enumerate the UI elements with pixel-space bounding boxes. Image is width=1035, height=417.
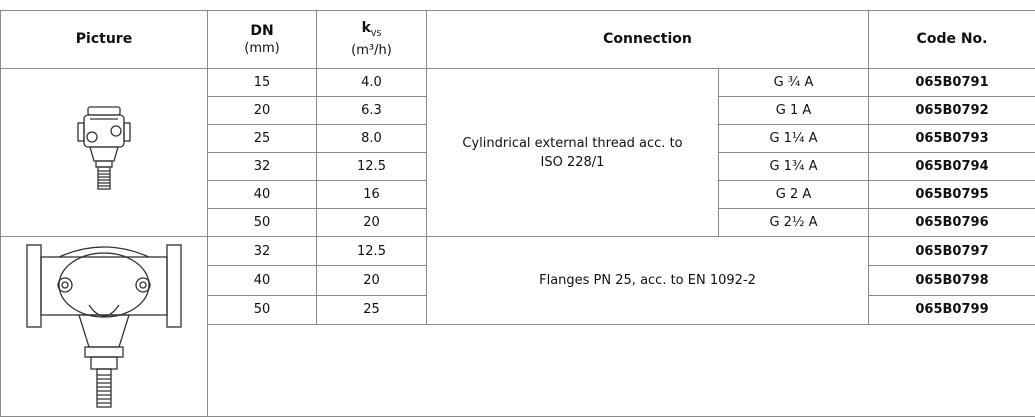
connection-text: Cylindrical external thread acc. to ISO … bbox=[462, 135, 683, 170]
code-cell: 065B0793 bbox=[868, 124, 1035, 153]
dn-cell: 32 bbox=[207, 235, 317, 267]
connection-cell: Flanges PN 25, acc. to EN 1092-2 bbox=[425, 236, 870, 325]
kvs-cell: 20 bbox=[316, 265, 427, 296]
header-code: Code No. bbox=[868, 10, 1035, 69]
table-wrap: Picture DN (mm) kVS (m³/h) Connection Code… bbox=[0, 10, 1035, 417]
empty-cell bbox=[206, 323, 1035, 417]
data-row: 50 20 G 2½ A 065B0796 bbox=[1, 208, 1035, 237]
connection-cell: Cylindrical external thread acc. to ISO … bbox=[426, 68, 719, 237]
code-cell: 065B0792 bbox=[868, 96, 1035, 125]
header-connection: Connection bbox=[425, 10, 870, 69]
code-cell: 065B0794 bbox=[868, 152, 1035, 181]
header-dn: DN (mm) bbox=[207, 10, 317, 69]
kvs-unit: (m³/h) bbox=[351, 42, 392, 58]
data-row: 50 25 065B0799 bbox=[1, 294, 1035, 325]
product-table: Picture DN (mm) kVS (m³/h) Connection Code… bbox=[0, 10, 1035, 417]
data-row: 20 6.3 G 1 A 065B0792 bbox=[1, 96, 1035, 125]
dn-label: DN bbox=[250, 22, 274, 39]
kvs-cell: 8.0 bbox=[316, 124, 427, 153]
thread-cell: G 2 A bbox=[717, 180, 870, 209]
kvs-cell: 12.5 bbox=[316, 152, 427, 181]
thread-cell: G 1¼ A bbox=[717, 124, 870, 153]
code-cell: 065B0799 bbox=[868, 294, 1035, 325]
dn-cell: 32 bbox=[207, 152, 317, 181]
header-kvs: kVS (m³/h) bbox=[316, 10, 427, 69]
dn-cell: 25 bbox=[207, 124, 317, 153]
picture-cell bbox=[0, 236, 208, 417]
threaded-valve-picture bbox=[77, 105, 131, 190]
dn-cell: 40 bbox=[207, 180, 317, 209]
header-picture: Picture bbox=[0, 10, 208, 69]
flanged-valve-picture bbox=[26, 244, 182, 408]
picture-cell bbox=[0, 68, 208, 237]
data-row: 40 20 065B0798 bbox=[1, 265, 1035, 296]
kvs-label: k bbox=[361, 20, 371, 37]
data-row: 25 8.0 G 1¼ A 065B0793 bbox=[1, 124, 1035, 153]
header-row: Picture DN (mm) kVS (m³/h) Connection Code… bbox=[0, 10, 1035, 69]
kvs-sub: VS bbox=[370, 28, 382, 38]
thread-cell: G ¾ A bbox=[717, 68, 870, 97]
code-cell: 065B0791 bbox=[868, 68, 1035, 97]
data-row: 15 4.0 Cylindrical external thread acc. to… bbox=[0, 68, 1035, 237]
code-cell: 065B0798 bbox=[868, 265, 1035, 296]
connection-text: Flanges PN 25, acc. to EN 1092-2 bbox=[539, 272, 756, 288]
data-row: 32 12.5 Flanges PN 25, acc. to EN 1092-2 06… bbox=[0, 235, 1035, 417]
kvs-cell: 25 bbox=[316, 294, 427, 325]
thread-cell: G 1 A bbox=[717, 96, 870, 125]
dn-cell: 20 bbox=[207, 96, 317, 125]
thread-cell: G 2½ A bbox=[717, 208, 870, 237]
kvs-cell: 16 bbox=[316, 180, 427, 209]
thread-cell: G 1¾ A bbox=[717, 152, 870, 181]
data-row: 32 12.5 G 1¾ A 065B0794 bbox=[1, 152, 1035, 181]
dn-cell: 40 bbox=[207, 265, 317, 296]
kvs-cell: 20 bbox=[316, 208, 427, 237]
dn-cell: 50 bbox=[207, 208, 317, 237]
empty-row bbox=[1, 323, 1035, 417]
code-cell: 065B0795 bbox=[868, 180, 1035, 209]
dn-cell: 15 bbox=[207, 68, 317, 97]
kvs-cell: 4.0 bbox=[316, 68, 427, 97]
data-row: 40 16 G 2 A 065B0795 bbox=[1, 180, 1035, 209]
code-cell: 065B0796 bbox=[868, 208, 1035, 237]
code-cell: 065B0797 bbox=[868, 235, 1035, 267]
dn-cell: 50 bbox=[207, 294, 317, 325]
kvs-cell: 12.5 bbox=[316, 235, 427, 267]
dn-unit: (mm) bbox=[244, 40, 280, 56]
kvs-cell: 6.3 bbox=[316, 96, 427, 125]
